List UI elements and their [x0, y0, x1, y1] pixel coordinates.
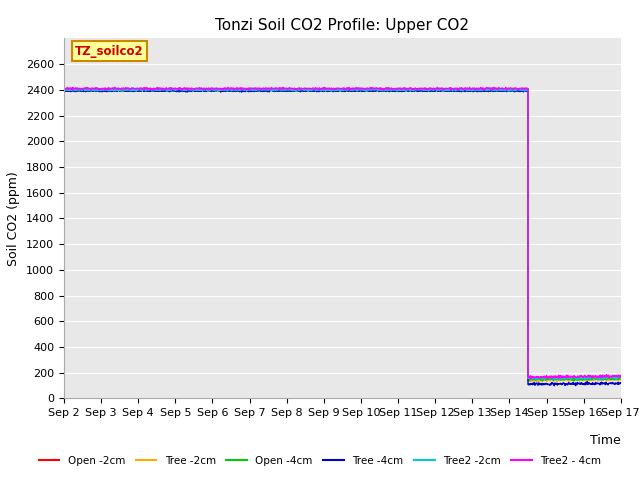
Tree2 -2cm: [573, 376, 580, 382]
Open -2cm: [573, 376, 581, 382]
Tree2 - 4cm: [232, 86, 240, 92]
Tree2 -2cm: [617, 375, 625, 381]
Open -4cm: [60, 87, 68, 93]
Tree2 - 4cm: [481, 86, 489, 92]
Tree2 -2cm: [594, 377, 602, 383]
Open -2cm: [141, 85, 148, 91]
Line: Tree2 -2cm: Tree2 -2cm: [64, 88, 621, 380]
Open -2cm: [60, 86, 68, 92]
Open -2cm: [142, 86, 150, 92]
Line: Tree -4cm: Tree -4cm: [64, 90, 621, 386]
Tree -4cm: [573, 381, 581, 387]
Tree -2cm: [233, 88, 241, 94]
Tree2 -2cm: [498, 85, 506, 91]
Text: TZ_soilco2: TZ_soilco2: [75, 45, 144, 58]
Open -4cm: [573, 376, 581, 382]
Tree -2cm: [296, 88, 304, 94]
Tree2 - 4cm: [296, 85, 304, 91]
Tree2 -2cm: [76, 87, 84, 93]
Open -2cm: [233, 86, 241, 92]
Line: Open -4cm: Open -4cm: [64, 88, 621, 381]
Open -2cm: [481, 86, 489, 92]
Tree2 -2cm: [232, 86, 240, 92]
Tree -4cm: [232, 88, 240, 94]
Open -4cm: [617, 376, 625, 382]
Tree2 - 4cm: [527, 376, 534, 382]
Open -2cm: [545, 377, 552, 383]
Tree2 - 4cm: [142, 85, 150, 91]
Open -4cm: [142, 87, 150, 93]
Tree -2cm: [481, 87, 489, 93]
Tree -2cm: [142, 87, 150, 93]
Title: Tonzi Soil CO2 Profile: Upper CO2: Tonzi Soil CO2 Profile: Upper CO2: [216, 18, 469, 33]
Open -2cm: [617, 375, 625, 381]
Open -4cm: [296, 87, 304, 93]
Tree2 - 4cm: [76, 86, 84, 92]
Tree2 - 4cm: [60, 85, 68, 91]
Open -4cm: [481, 86, 489, 92]
Line: Tree2 - 4cm: Tree2 - 4cm: [64, 87, 621, 379]
Legend: Open -2cm, Tree -2cm, Open -4cm, Tree -4cm, Tree2 -2cm, Tree2 - 4cm: Open -2cm, Tree -2cm, Open -4cm, Tree -4…: [35, 452, 605, 470]
Tree2 - 4cm: [466, 84, 474, 90]
Tree -2cm: [573, 377, 581, 383]
Tree2 -2cm: [481, 87, 488, 93]
Tree -4cm: [142, 88, 150, 94]
Open -2cm: [76, 86, 84, 92]
Line: Tree -2cm: Tree -2cm: [64, 89, 621, 382]
Open -4cm: [570, 378, 578, 384]
Text: Time: Time: [590, 434, 621, 447]
Open -4cm: [66, 85, 74, 91]
Line: Open -2cm: Open -2cm: [64, 88, 621, 380]
Tree -2cm: [60, 87, 68, 93]
Tree2 - 4cm: [617, 373, 625, 379]
Tree -4cm: [296, 87, 304, 93]
Tree2 - 4cm: [573, 374, 581, 380]
Open -4cm: [233, 87, 241, 93]
Tree -4cm: [617, 380, 625, 385]
Open -2cm: [296, 86, 304, 92]
Tree -4cm: [481, 88, 489, 94]
Tree2 -2cm: [60, 87, 68, 93]
Tree -2cm: [76, 87, 84, 93]
Open -4cm: [77, 87, 84, 93]
Tree -2cm: [617, 377, 625, 383]
Tree -4cm: [60, 88, 68, 94]
Tree -2cm: [128, 86, 136, 92]
Tree -4cm: [550, 383, 558, 389]
Tree -2cm: [564, 379, 572, 384]
Y-axis label: Soil CO2 (ppm): Soil CO2 (ppm): [8, 171, 20, 266]
Tree -4cm: [76, 88, 84, 94]
Tree -4cm: [322, 87, 330, 93]
Tree2 -2cm: [296, 87, 304, 93]
Tree2 -2cm: [142, 87, 150, 93]
